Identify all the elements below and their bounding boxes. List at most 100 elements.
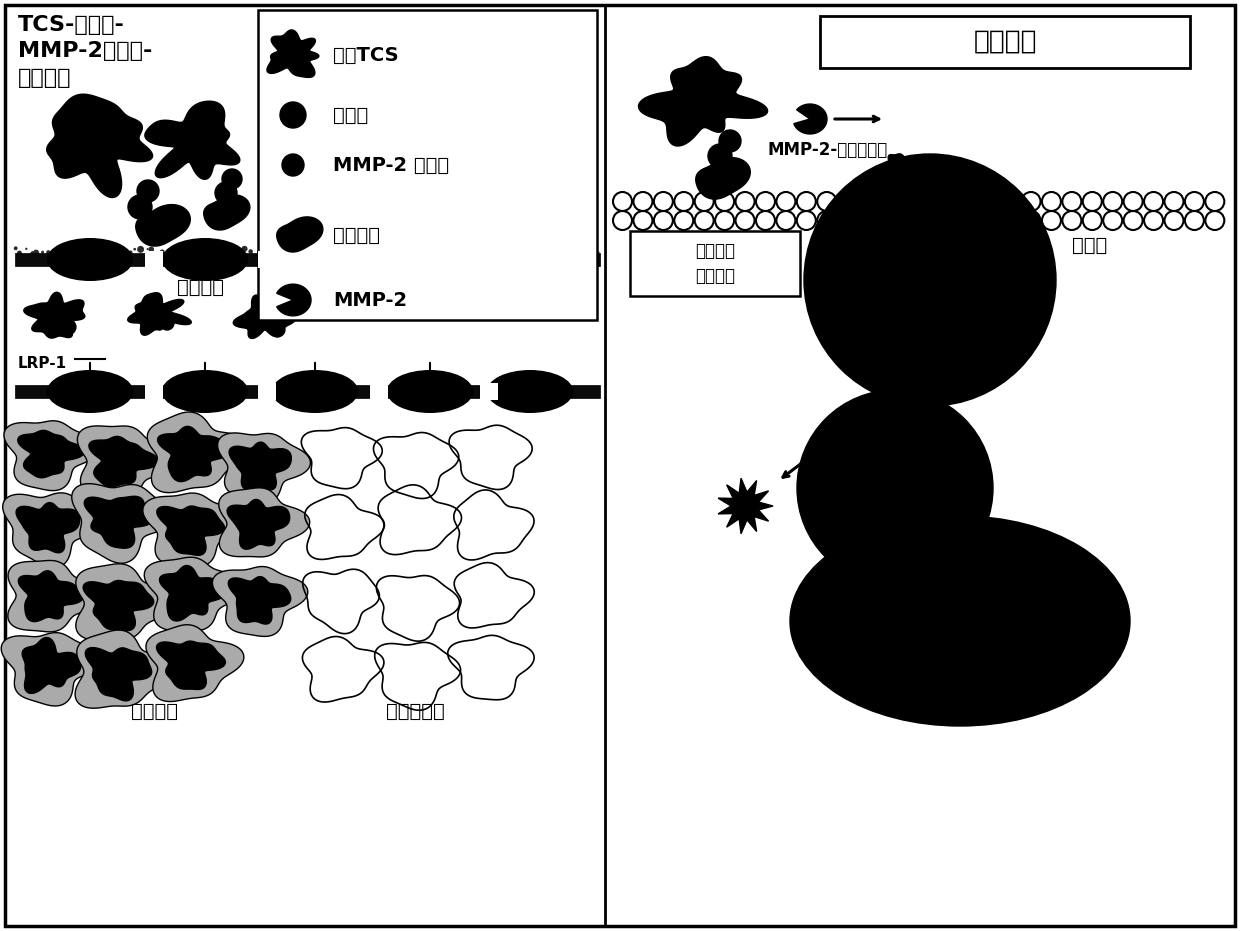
Polygon shape: [19, 571, 83, 622]
Circle shape: [268, 247, 272, 250]
Circle shape: [547, 248, 549, 250]
Bar: [630, 231, 800, 296]
Circle shape: [222, 246, 227, 251]
Circle shape: [719, 130, 742, 152]
Circle shape: [490, 250, 497, 257]
Polygon shape: [72, 484, 171, 563]
Polygon shape: [146, 625, 244, 702]
Polygon shape: [156, 506, 224, 556]
Circle shape: [52, 250, 55, 253]
Polygon shape: [267, 30, 319, 77]
Circle shape: [248, 250, 253, 254]
Circle shape: [149, 247, 154, 252]
Circle shape: [180, 249, 182, 251]
Circle shape: [136, 180, 159, 202]
Polygon shape: [157, 426, 231, 481]
Circle shape: [465, 246, 470, 250]
Circle shape: [304, 249, 310, 254]
Polygon shape: [76, 564, 174, 640]
Polygon shape: [228, 576, 290, 624]
Ellipse shape: [790, 516, 1130, 726]
Circle shape: [107, 246, 113, 251]
Polygon shape: [217, 433, 310, 504]
Circle shape: [496, 247, 502, 252]
Circle shape: [293, 246, 296, 250]
Ellipse shape: [47, 371, 133, 412]
Circle shape: [138, 246, 144, 253]
Polygon shape: [794, 104, 827, 134]
Text: 重组TCS: 重组TCS: [334, 46, 398, 64]
Text: 穿膜肽介
导的入胞: 穿膜肽介 导的入胞: [694, 242, 735, 285]
Circle shape: [539, 249, 543, 252]
Text: 正常脑组织: 正常脑组织: [386, 701, 444, 721]
Polygon shape: [639, 57, 768, 146]
Circle shape: [160, 316, 174, 330]
Circle shape: [134, 248, 136, 250]
Polygon shape: [89, 437, 159, 487]
Circle shape: [33, 250, 40, 256]
Circle shape: [228, 247, 231, 250]
Circle shape: [17, 250, 22, 256]
Bar: [480, 251, 498, 268]
Circle shape: [270, 322, 285, 337]
Text: 胞内转运: 胞内转运: [973, 29, 1037, 55]
Polygon shape: [875, 154, 913, 179]
Circle shape: [314, 249, 320, 255]
Circle shape: [167, 250, 171, 254]
Polygon shape: [128, 292, 191, 335]
Circle shape: [430, 247, 438, 253]
Text: 乳铁蛋白: 乳铁蛋白: [334, 225, 379, 245]
Circle shape: [537, 250, 538, 252]
Circle shape: [215, 182, 237, 204]
Circle shape: [187, 250, 192, 254]
Circle shape: [363, 247, 370, 253]
Circle shape: [531, 251, 534, 255]
Ellipse shape: [273, 238, 357, 280]
Polygon shape: [277, 284, 311, 316]
Bar: [370, 251, 388, 268]
Polygon shape: [83, 581, 154, 630]
Circle shape: [262, 250, 265, 252]
Polygon shape: [156, 641, 226, 690]
Text: MMP-2-介导的酶切: MMP-2-介导的酶切: [768, 141, 888, 159]
Bar: [145, 251, 162, 268]
Circle shape: [196, 252, 198, 255]
Circle shape: [436, 249, 440, 253]
Circle shape: [336, 247, 340, 250]
Circle shape: [160, 250, 165, 254]
Circle shape: [46, 250, 51, 254]
Circle shape: [564, 250, 567, 252]
Circle shape: [239, 251, 242, 254]
Circle shape: [95, 250, 100, 255]
Ellipse shape: [487, 371, 573, 412]
Polygon shape: [22, 638, 81, 694]
Circle shape: [425, 247, 429, 250]
Circle shape: [383, 251, 386, 254]
Polygon shape: [16, 503, 79, 553]
Bar: [15, 385, 600, 398]
Text: TCS-穿膜肽-
MMP-2底物肽-
乳铁蛋白: TCS-穿膜肽- MMP-2底物肽- 乳铁蛋白: [19, 15, 153, 88]
Text: 肿瘤组织: 肿瘤组织: [131, 701, 179, 721]
Circle shape: [326, 250, 329, 252]
Polygon shape: [86, 648, 151, 701]
Circle shape: [73, 245, 79, 251]
Polygon shape: [76, 630, 174, 708]
Circle shape: [84, 251, 88, 255]
Circle shape: [118, 252, 120, 255]
Polygon shape: [143, 493, 243, 567]
Circle shape: [157, 251, 161, 255]
Circle shape: [467, 250, 474, 255]
Circle shape: [347, 250, 355, 256]
Polygon shape: [212, 567, 308, 637]
Circle shape: [441, 249, 445, 251]
Circle shape: [184, 247, 188, 251]
Circle shape: [708, 144, 732, 168]
Bar: [480, 383, 498, 400]
Circle shape: [272, 250, 274, 252]
Circle shape: [281, 251, 286, 256]
Polygon shape: [17, 430, 84, 478]
Text: MMP-2: MMP-2: [334, 290, 407, 309]
Circle shape: [391, 251, 396, 257]
Circle shape: [172, 246, 177, 251]
Ellipse shape: [47, 238, 133, 280]
